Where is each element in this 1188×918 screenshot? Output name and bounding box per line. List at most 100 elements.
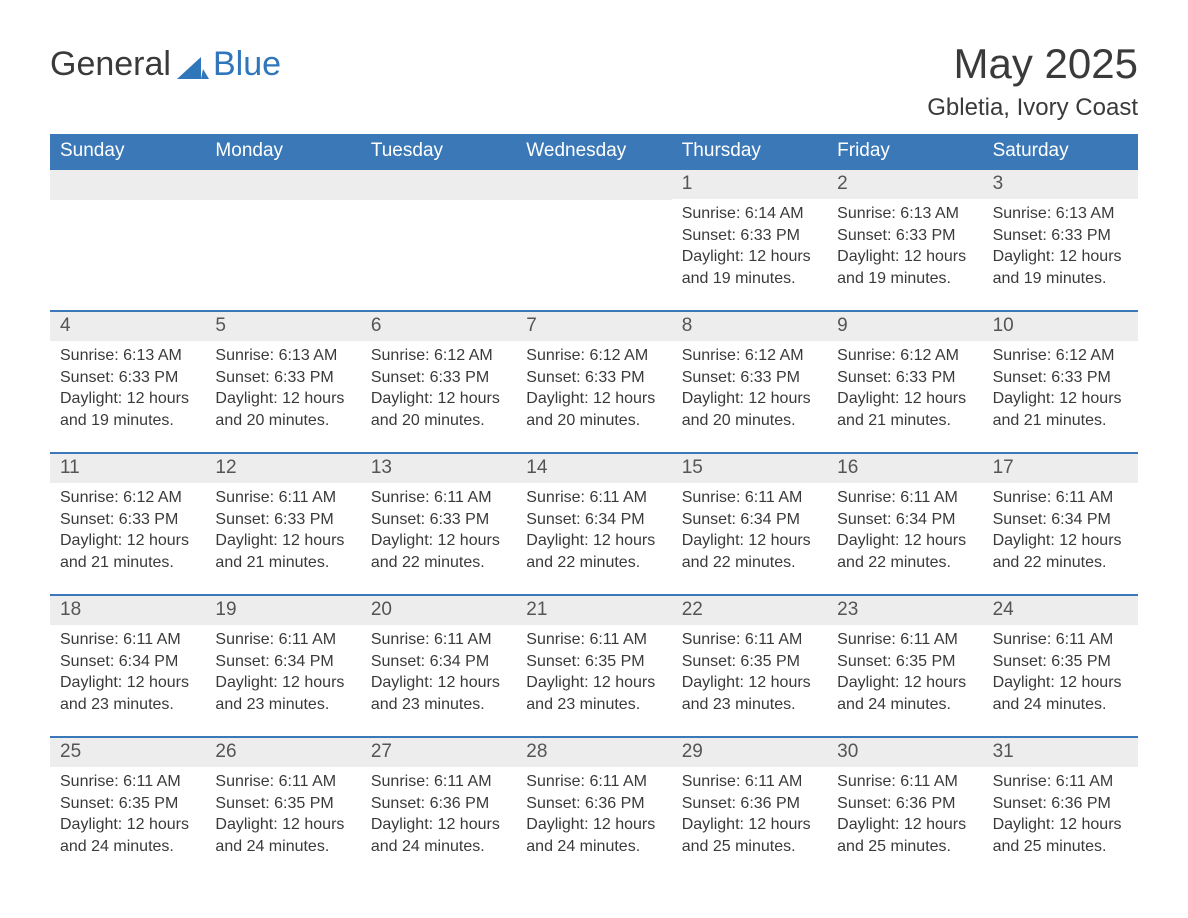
sunrise-value: 6:14 AM [745,205,804,222]
day-details: Sunrise: 6:13 AMSunset: 6:33 PMDaylight:… [205,345,360,431]
sunrise-label: Sunrise: [60,773,119,790]
sunrise-value: 6:11 AM [1056,631,1114,648]
sunset-value: 6:36 PM [585,795,645,812]
sunrise-label: Sunrise: [993,631,1052,648]
sunset-label: Sunset: [60,369,114,386]
sunset: Sunset: 6:34 PM [60,651,195,673]
day-details: Sunrise: 6:11 AMSunset: 6:36 PMDaylight:… [827,771,982,857]
daylight: Daylight: 12 hours and 24 minutes. [993,672,1128,715]
daylight: Daylight: 12 hours and 24 minutes. [215,814,350,857]
calendar-day-cell: 16Sunrise: 6:11 AMSunset: 6:34 PMDayligh… [827,454,982,594]
brand-sail-icon [175,51,211,77]
sunrise: Sunrise: 6:11 AM [682,771,817,793]
daylight-label: Daylight: [837,674,899,691]
day-of-week-label: Wednesday [516,134,671,170]
sunset-value: 6:33 PM [430,511,490,528]
sunrise: Sunrise: 6:12 AM [60,487,195,509]
daylight-label: Daylight: [993,674,1055,691]
sunset-label: Sunset: [215,511,269,528]
daylight-label: Daylight: [60,674,122,691]
sunrise-label: Sunrise: [60,489,119,506]
sunrise: Sunrise: 6:14 AM [682,203,817,225]
daylight-label: Daylight: [682,390,744,407]
sunset-value: 6:35 PM [585,653,645,670]
day-of-week-label: Thursday [672,134,827,170]
sunset: Sunset: 6:33 PM [682,225,817,247]
sunrise-label: Sunrise: [371,489,430,506]
calendar-day-cell: 26Sunrise: 6:11 AMSunset: 6:35 PMDayligh… [205,738,360,878]
sunset-label: Sunset: [837,511,891,528]
day-details: Sunrise: 6:12 AMSunset: 6:33 PMDaylight:… [50,487,205,573]
sunrise-value: 6:13 AM [279,347,338,364]
sunrise-label: Sunrise: [371,631,430,648]
daylight: Daylight: 12 hours and 23 minutes. [682,672,817,715]
calendar-day-cell: 7Sunrise: 6:12 AMSunset: 6:33 PMDaylight… [516,312,671,452]
sunset-label: Sunset: [371,369,425,386]
sunrise: Sunrise: 6:11 AM [682,629,817,651]
daylight: Daylight: 12 hours and 24 minutes. [60,814,195,857]
sunset: Sunset: 6:34 PM [371,651,506,673]
calendar-day-cell: 5 Sunrise: 6:13 AMSunset: 6:33 PMDaylight… [205,312,360,452]
calendar-week-row: 4Sunrise: 6:13 AMSunset: 6:33 PMDaylight… [50,310,1138,452]
sunset-value: 6:33 PM [1051,369,1111,386]
calendar-day-cell: 10Sunrise: 6:12 AMSunset: 6:33 PMDayligh… [983,312,1138,452]
day-number: 18 [50,596,205,625]
sunset: Sunset: 6:34 PM [682,509,817,531]
day-details: Sunrise: 6:11 AMSunset: 6:35 PMDaylight:… [672,629,827,715]
sunrise-label: Sunrise: [682,773,741,790]
calendar-day-cell: 12Sunrise: 6:11 AMSunset: 6:33 PMDayligh… [205,454,360,594]
daylight-label: Daylight: [993,816,1055,833]
day-number: 5 [205,312,360,341]
sunset-label: Sunset: [837,653,891,670]
calendar-empty-cell [50,170,205,310]
calendar-day-cell: 9Sunrise: 6:12 AMSunset: 6:33 PMDaylight… [827,312,982,452]
sunset-value: 6:34 PM [1051,511,1111,528]
sunset-value: 6:35 PM [119,795,179,812]
sunset-label: Sunset: [60,795,114,812]
sunset: Sunset: 6:33 PM [60,367,195,389]
sunrise-value: 6:11 AM [279,631,337,648]
empty-day-band [50,170,205,200]
daylight-label: Daylight: [993,248,1055,265]
daylight: Daylight: 12 hours and 19 minutes. [60,388,195,431]
sunset-value: 6:36 PM [430,795,490,812]
sunrise-value: 6:13 AM [1056,205,1115,222]
daylight: Daylight: 12 hours and 21 minutes. [837,388,972,431]
sunset-value: 6:34 PM [430,653,490,670]
daylight-label: Daylight: [526,532,588,549]
day-of-week-label: Monday [205,134,360,170]
day-details: Sunrise: 6:11 AMSunset: 6:34 PMDaylight:… [672,487,827,573]
sunrise-value: 6:11 AM [1056,489,1114,506]
sunset: Sunset: 6:33 PM [371,509,506,531]
daylight-label: Daylight: [526,390,588,407]
sunrise: Sunrise: 6:12 AM [526,345,661,367]
sunrise-value: 6:11 AM [745,489,803,506]
sunrise-value: 6:11 AM [745,631,803,648]
calendar-day-cell: 6Sunrise: 6:12 AMSunset: 6:33 PMDaylight… [361,312,516,452]
calendar-day-cell: 13Sunrise: 6:11 AMSunset: 6:33 PMDayligh… [361,454,516,594]
sunrise: Sunrise: 6:11 AM [993,629,1128,651]
sunset-label: Sunset: [60,511,114,528]
day-number: 24 [983,596,1138,625]
sunset-value: 6:33 PM [430,369,490,386]
sunrise-value: 6:11 AM [279,489,337,506]
day-number: 19 [205,596,360,625]
brand-word-blue: Blue [213,45,281,84]
sunset-label: Sunset: [371,795,425,812]
daylight-label: Daylight: [682,816,744,833]
sunrise-value: 6:12 AM [589,347,648,364]
day-details: Sunrise: 6:11 AMSunset: 6:34 PMDaylight:… [205,629,360,715]
daylight-label: Daylight: [837,816,899,833]
daylight-label: Daylight: [682,532,744,549]
sunrise-label: Sunrise: [215,631,274,648]
sunset-value: 6:33 PM [274,511,334,528]
sunrise-label: Sunrise: [993,205,1052,222]
sunrise-value: 6:11 AM [123,631,181,648]
sunrise-value: 6:12 AM [900,347,959,364]
daylight-label: Daylight: [837,248,899,265]
sunset: Sunset: 6:35 PM [993,651,1128,673]
sunset-value: 6:33 PM [274,369,334,386]
sunset: Sunset: 6:34 PM [837,509,972,531]
daylight: Daylight: 12 hours and 19 minutes. [993,246,1128,289]
daylight: Daylight: 12 hours and 22 minutes. [837,530,972,573]
